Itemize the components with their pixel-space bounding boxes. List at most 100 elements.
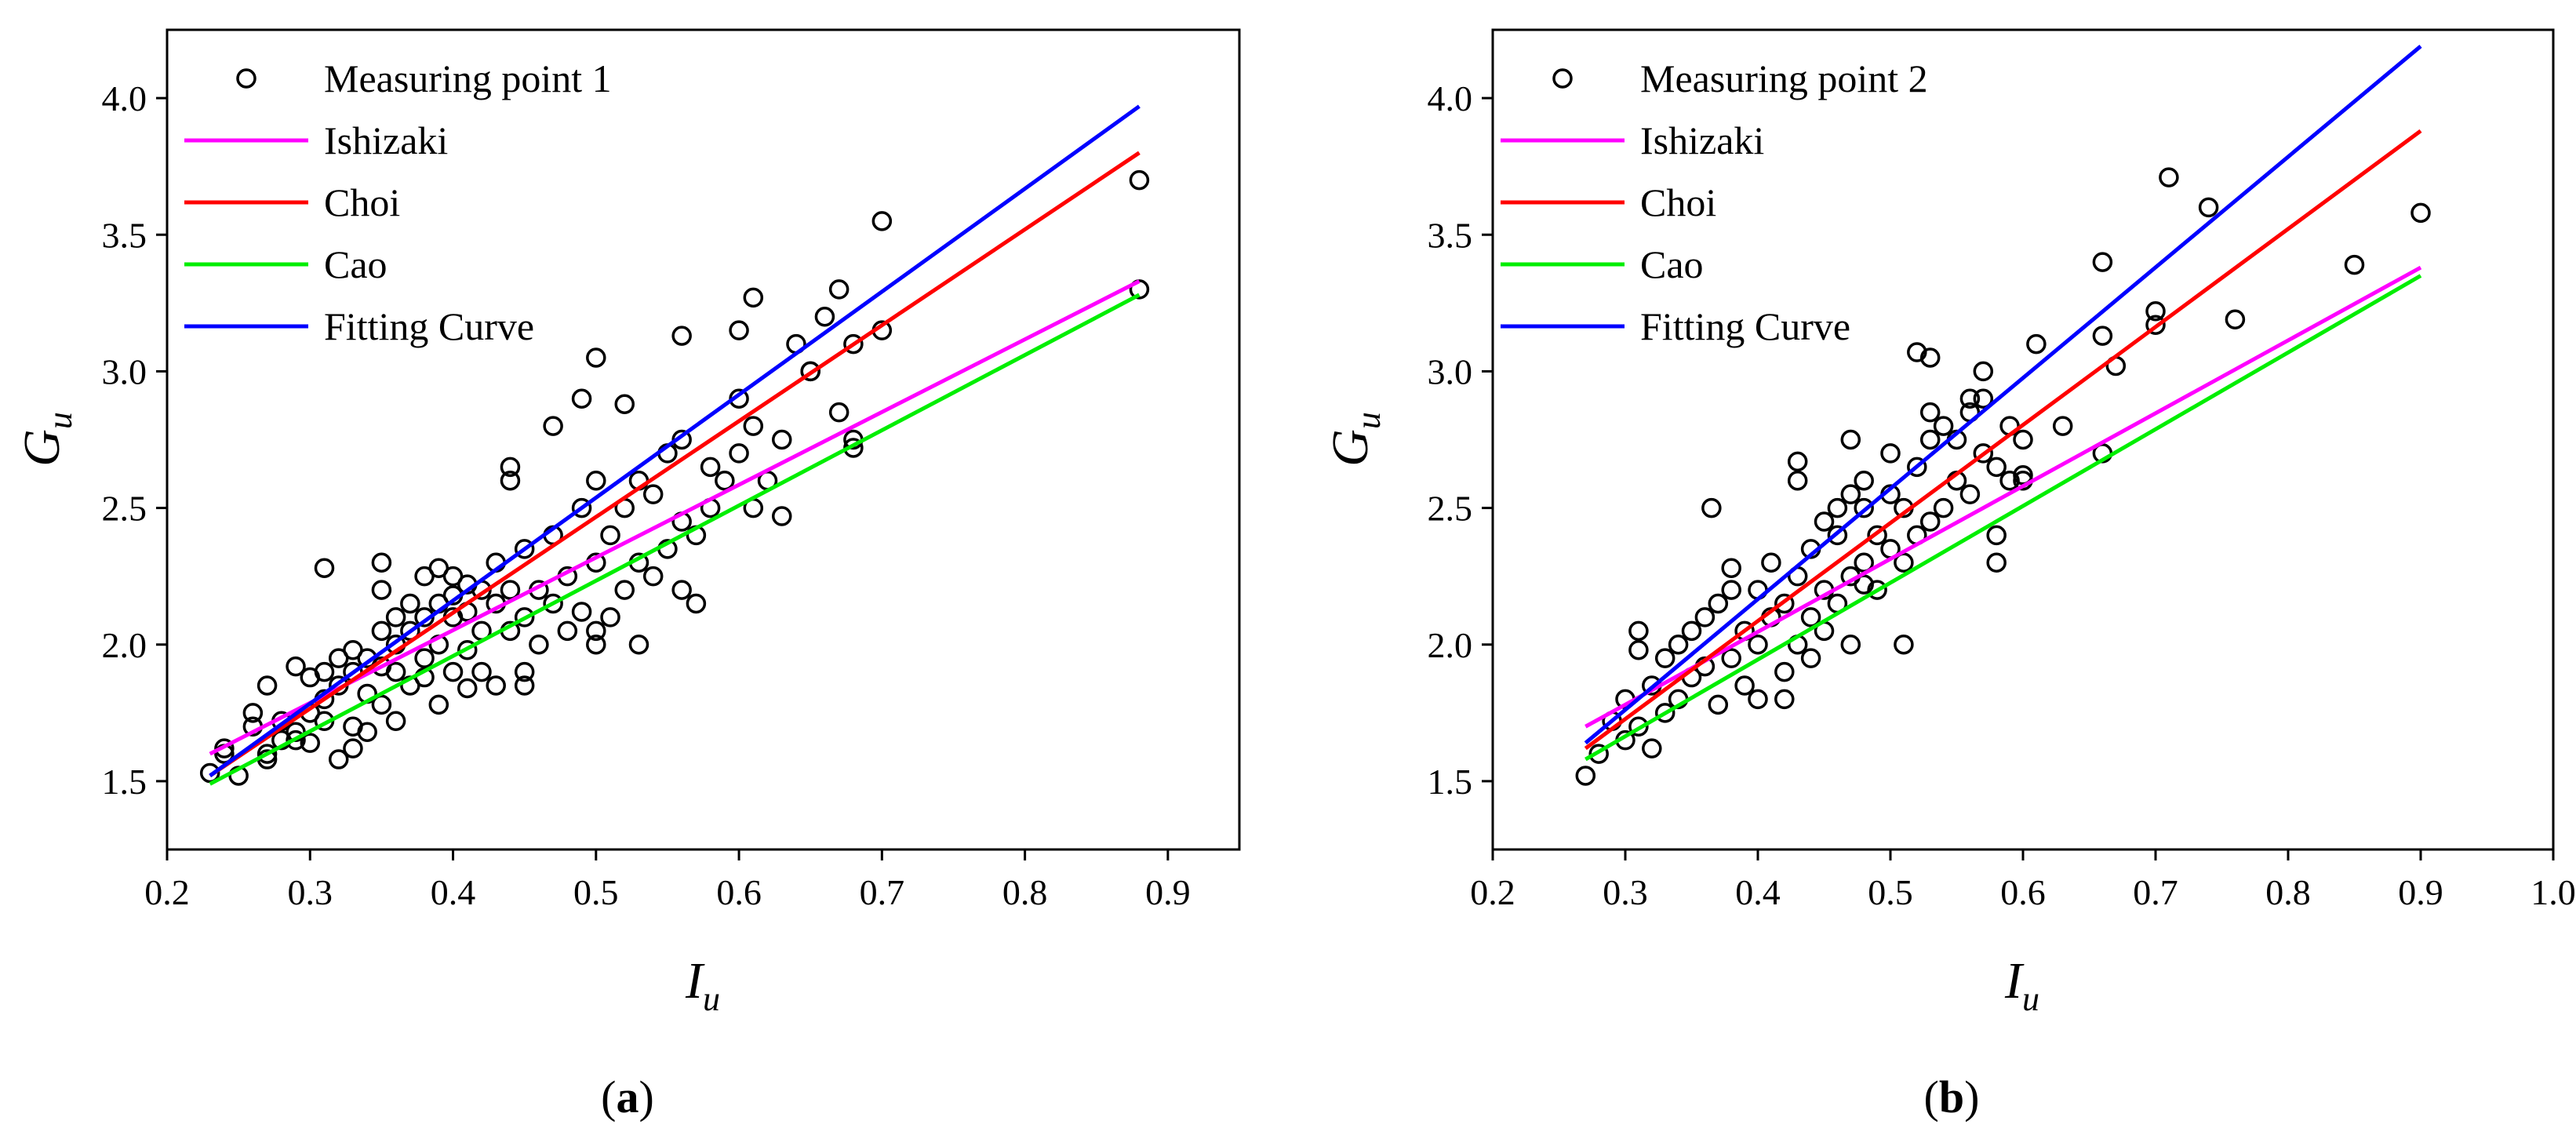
data-point xyxy=(471,661,492,682)
y-axis-ticks-a: 1.5 2.0 2.5 3.0 3.5 4.0 xyxy=(102,78,167,802)
legend-label: Cao xyxy=(1640,242,1704,286)
data-point xyxy=(1959,388,1981,409)
line-series-choi xyxy=(209,151,1141,778)
data-point xyxy=(1840,484,1861,504)
data-point xyxy=(1129,279,1150,300)
y-tick-label-b: 2.5 xyxy=(1428,489,1473,529)
y-axis-title-main-b: G xyxy=(1322,429,1379,467)
legend-entry-measuring-point-1: Measuring point 1 xyxy=(236,56,612,100)
x-tick-label-a: 0.4 xyxy=(431,872,476,912)
y-tick-label-a: 2.5 xyxy=(102,489,147,529)
legend-entry-fitting-curve: Fitting Curve xyxy=(1501,304,1850,348)
data-point xyxy=(600,525,620,546)
panel-caption-b: (b) xyxy=(1924,1071,1980,1122)
data-point xyxy=(1642,738,1662,758)
panel-caption-letter-a: a xyxy=(617,1071,639,1122)
x-axis-title-b: Iu xyxy=(2004,952,2039,1018)
data-point xyxy=(1907,342,1927,362)
data-point xyxy=(1919,347,1941,368)
data-point xyxy=(1708,694,1729,715)
line-series-ishizaki xyxy=(1585,265,2422,729)
data-point xyxy=(771,506,792,526)
data-point xyxy=(2145,315,2166,335)
data-point xyxy=(2145,301,2166,322)
y-axis-title-main-a: G xyxy=(13,429,71,467)
y-axis-ticks-b: 1.5 2.0 2.5 3.0 3.5 4.0 xyxy=(1428,78,1493,802)
data-point xyxy=(743,416,764,436)
x-tick-label-b: 0.9 xyxy=(2398,872,2443,912)
data-point xyxy=(371,580,392,600)
data-point xyxy=(700,457,721,478)
legend-label: Fitting Curve xyxy=(324,304,534,348)
legend-entry-choi: Choi xyxy=(184,180,400,224)
legend-label: Choi xyxy=(1640,180,1716,224)
y-axis-title-sub-a: u xyxy=(41,412,79,429)
data-point xyxy=(828,279,850,300)
data-point xyxy=(1681,620,1702,642)
data-point xyxy=(314,661,335,682)
y-tick-label-a: 3.0 xyxy=(102,351,147,391)
x-tick-label-a: 0.8 xyxy=(1002,872,1048,912)
data-point xyxy=(1628,716,1649,737)
data-point xyxy=(2092,252,2113,272)
x-axis-ticks-b: 0.2 0.3 0.4 0.5 0.6 0.7 0.8 0.9 1.0 xyxy=(1470,849,2576,912)
data-point xyxy=(1654,648,1675,668)
data-point xyxy=(1761,552,1781,573)
data-point xyxy=(642,484,664,504)
data-point xyxy=(414,648,435,668)
x-axis-title-sub-a: u xyxy=(703,980,720,1018)
data-point xyxy=(1986,525,2007,546)
data-point xyxy=(1774,593,1795,614)
y-tick-label-a: 1.5 xyxy=(102,762,147,802)
x-tick-label-b: 0.7 xyxy=(2133,872,2178,912)
data-point xyxy=(385,661,406,682)
data-point xyxy=(715,471,735,491)
data-point xyxy=(1907,457,1927,478)
data-point xyxy=(1827,525,1848,546)
data-point xyxy=(1654,703,1675,723)
line-series-fitting-curve xyxy=(209,104,1141,777)
legend-label: Measuring point 1 xyxy=(324,56,612,100)
x-tick-label-b: 0.5 xyxy=(1868,872,1913,912)
data-point xyxy=(871,211,893,231)
x-tick-label-a: 0.2 xyxy=(144,872,190,912)
data-point xyxy=(1973,361,1994,382)
data-point xyxy=(1774,661,1795,682)
data-point xyxy=(257,744,278,764)
data-point xyxy=(1708,593,1729,614)
data-point xyxy=(1827,497,1848,518)
y-tick-label-b: 3.5 xyxy=(1428,215,1473,255)
data-point xyxy=(1721,648,1741,668)
x-tick-label-b: 1.0 xyxy=(2531,872,2576,912)
data-point xyxy=(1999,471,2020,491)
data-point xyxy=(1721,580,1741,600)
data-point xyxy=(586,347,606,368)
data-point xyxy=(500,457,521,478)
data-point xyxy=(1840,635,1861,655)
scatter-series-measuring-point-2 xyxy=(1575,167,2431,786)
legend-entry-ishizaki: Ishizaki xyxy=(184,118,448,162)
panel-caption-a: (a) xyxy=(601,1071,654,1122)
legend-label: Measuring point 2 xyxy=(1640,56,1928,100)
y-tick-label-a: 4.0 xyxy=(102,78,147,118)
series-layer-a xyxy=(199,104,1150,786)
data-point xyxy=(2225,309,2246,329)
chart-panel-b: 0.2 0.3 0.4 0.5 0.6 0.7 0.8 0.9 1.0 1.5 2.0 2.5 3.0… xyxy=(1322,28,2576,1122)
legend-marker xyxy=(236,68,257,89)
data-point xyxy=(343,738,363,758)
data-point xyxy=(642,566,664,587)
data-point xyxy=(1748,635,1768,655)
x-axis-title-main-b: I xyxy=(2004,952,2025,1009)
data-point xyxy=(1721,558,1741,578)
data-point xyxy=(357,722,377,742)
legend-entry-cao: Cao xyxy=(1501,242,1704,286)
data-point xyxy=(1867,525,1887,546)
data-point xyxy=(400,593,420,614)
data-point xyxy=(543,593,563,614)
x-axis-title-main-a: I xyxy=(685,952,705,1009)
data-point xyxy=(771,429,792,450)
data-point xyxy=(442,661,464,682)
data-point xyxy=(671,326,692,346)
data-point xyxy=(814,307,835,327)
